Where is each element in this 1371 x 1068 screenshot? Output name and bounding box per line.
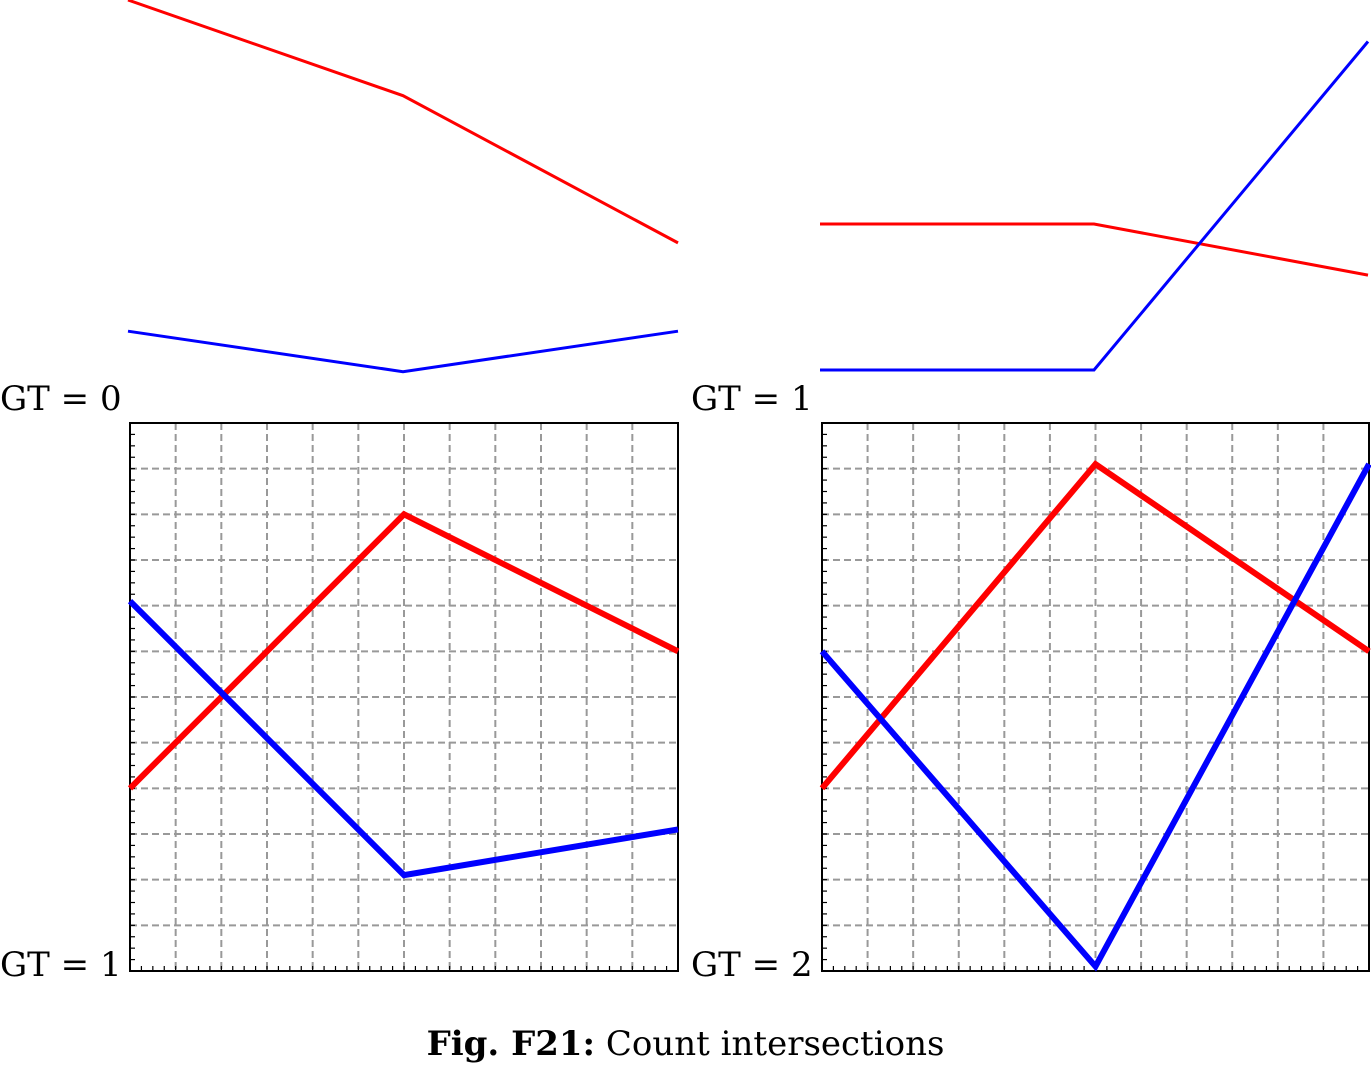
series-line-blue [820, 40, 1370, 372]
series-line-red [127, 0, 679, 245]
caption-prefix: Fig. F21: [426, 1024, 596, 1064]
plot-frame [129, 422, 679, 972]
panel-label: GT = 2 [691, 945, 813, 985]
panel-label: GT = 1 [0, 945, 122, 985]
caption-text: Count intersections [605, 1024, 945, 1064]
series-line-blue [819, 462, 1371, 972]
series-line-red [820, 222, 1369, 277]
panel-label: GT = 1 [691, 379, 813, 419]
chart-panel-1: GT = 0 [0, 0, 679, 419]
panel-label: GT = 0 [0, 379, 122, 419]
figure-caption: Fig. F21: Count intersections [0, 1024, 1371, 1064]
chart-panel-4: GT = 2 [691, 422, 1371, 985]
chart-panel-3: GT = 1 [0, 422, 680, 985]
series-line-blue [127, 329, 679, 374]
series-line-blue [127, 598, 679, 879]
series-line-red [127, 510, 680, 791]
series-line-red [819, 460, 1371, 791]
chart-panel-2: GT = 1 [691, 40, 1370, 419]
